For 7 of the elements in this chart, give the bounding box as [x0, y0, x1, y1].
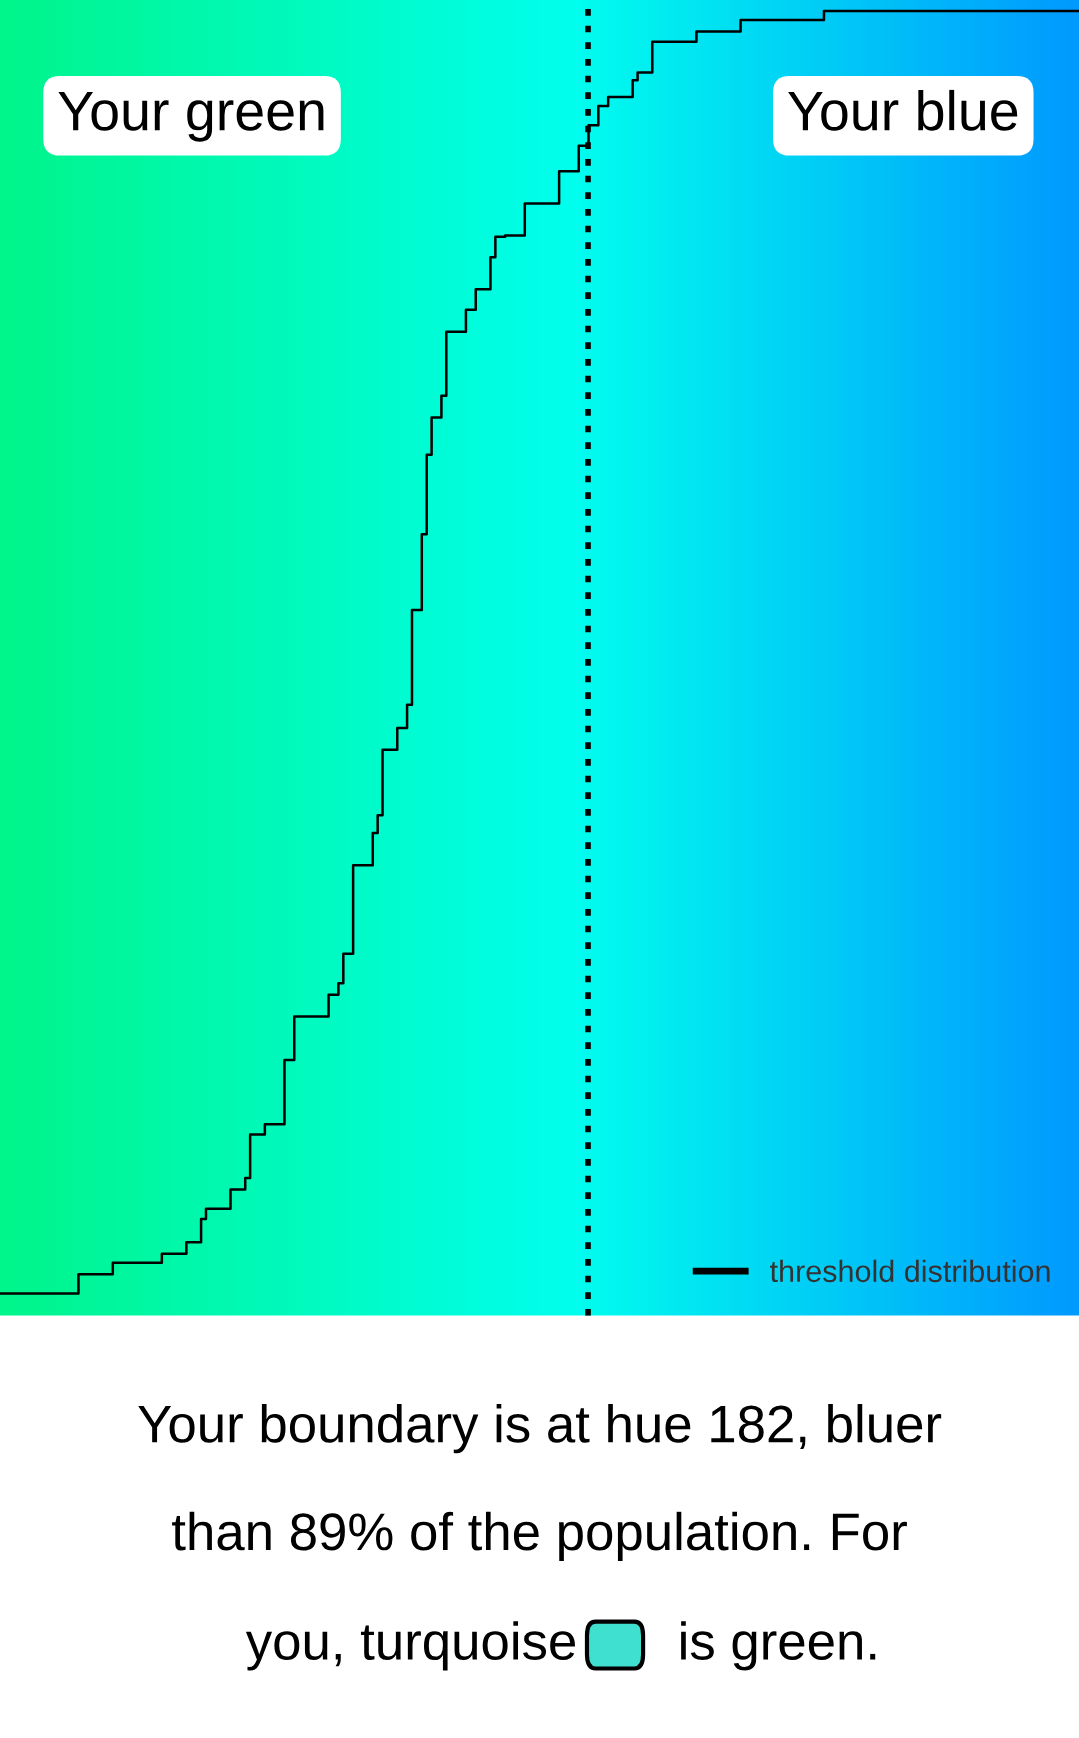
- text: than 89% of the population. For: [172, 1511, 907, 1561]
- text: you, turquoise: [245, 1621, 575, 1671]
- legend-label: threshold distribution: [770, 1259, 1050, 1283]
- text: Your boundary is at hue 182, bluer: [138, 1404, 942, 1454]
- annotation: Your green: [58, 91, 324, 142]
- text: is green.: [681, 1621, 876, 1671]
- annotation: Your blue: [788, 89, 1018, 131]
